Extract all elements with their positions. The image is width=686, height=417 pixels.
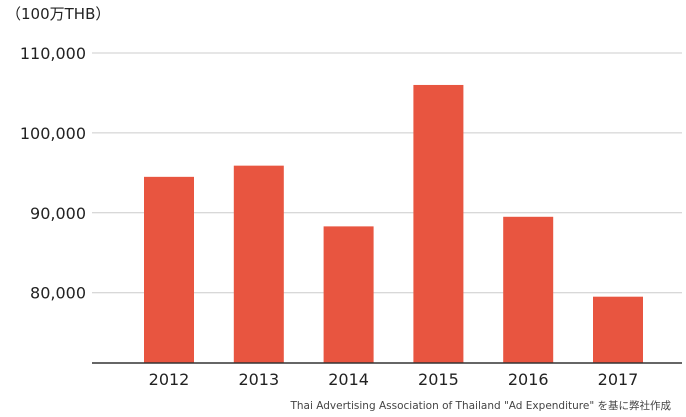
y-unit-label: （100万THB） — [6, 5, 110, 23]
bar-2015 — [413, 84, 464, 363]
bar-2014 — [323, 226, 374, 363]
x-tick-label: 2015 — [418, 370, 459, 389]
x-tick-label: 2013 — [238, 370, 279, 389]
bars — [144, 84, 643, 363]
bar-2017 — [593, 296, 643, 363]
x-tick-label: 2014 — [328, 370, 369, 389]
bar-2012 — [144, 176, 194, 363]
x-tick-labels: 2012 2013 2014 2015 2016 2017 — [149, 370, 639, 389]
x-tick-label: 2017 — [598, 370, 639, 389]
bar-2013 — [233, 165, 284, 363]
y-tick-label: 90,000 — [30, 204, 86, 223]
x-tick-label: 2016 — [508, 370, 549, 389]
y-tick-labels: 80,000 90,000 100,000 110,000 — [20, 44, 86, 303]
x-tick-label: 2012 — [149, 370, 190, 389]
bar-2016 — [503, 216, 554, 363]
source-note: Thai Advertising Association of Thailand… — [289, 399, 671, 412]
y-tick-label: 100,000 — [20, 124, 86, 143]
y-tick-label: 80,000 — [30, 284, 86, 303]
y-tick-label: 110,000 — [20, 44, 86, 63]
